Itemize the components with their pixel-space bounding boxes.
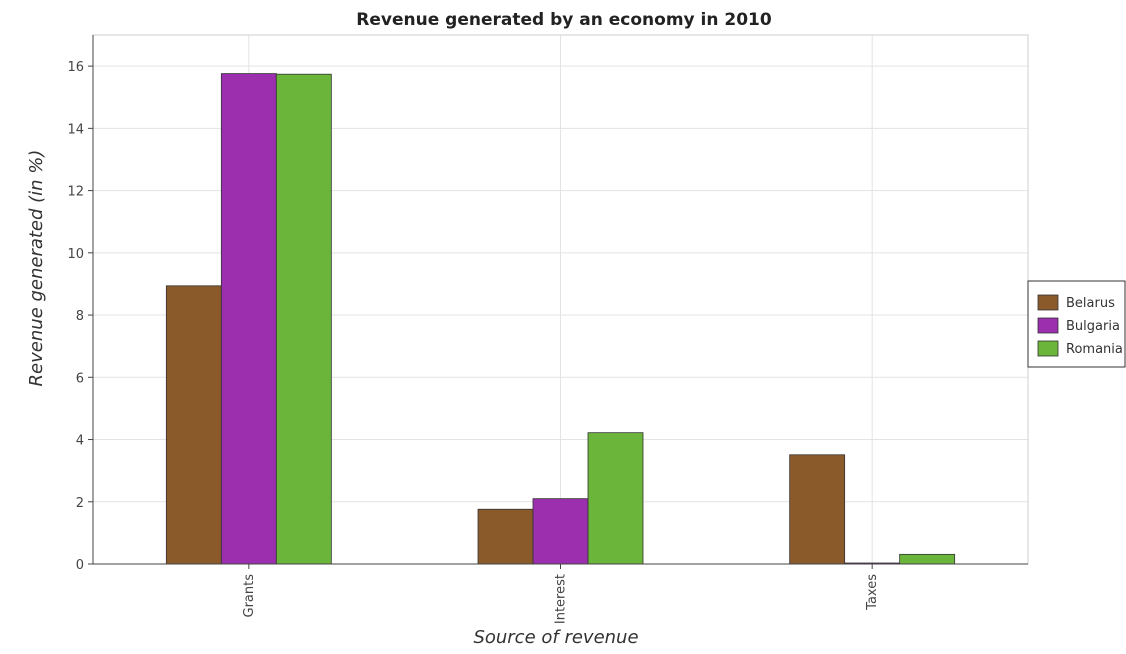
x-tick-label: Taxes (865, 574, 880, 611)
legend-swatch-belarus (1037, 294, 1059, 311)
legend-label-bulgaria: Bulgaria (1066, 319, 1120, 334)
legend-label-belarus: Belarus (1066, 296, 1115, 311)
y-tick-label: 16 (67, 60, 84, 75)
bar-romania-grants (275, 73, 332, 565)
x-tick-label: Grants (242, 574, 257, 618)
legend: Belarus Bulgaria Romania (1027, 280, 1126, 368)
chart-title: Revenue generated by an economy in 2010 (356, 10, 772, 30)
x-tick-label: Interest (554, 574, 569, 624)
x-axis-label: Source of revenue (473, 627, 638, 648)
y-tick-label: 0 (76, 558, 84, 573)
y-tick-label: 4 (76, 434, 84, 449)
y-axis-label: Revenue generated (in %) (26, 150, 47, 387)
y-tick-label: 12 (67, 185, 84, 200)
legend-label-romania: Romania (1066, 342, 1123, 357)
bar-bulgaria-interest (532, 498, 589, 565)
bar-belarus-grants (165, 285, 222, 565)
legend-swatch-bulgaria (1037, 317, 1059, 334)
y-tick-label: 8 (76, 309, 84, 324)
axes: 0 2 4 6 8 10 12 14 16 Grants Interest Taxes (67, 35, 1028, 624)
bar-romania-interest (587, 432, 644, 565)
legend-swatch-romania (1037, 340, 1059, 357)
y-tick-label: 14 (67, 122, 84, 137)
y-tick-label: 10 (67, 247, 84, 262)
bar-bulgaria-grants (220, 73, 277, 565)
y-tick-label: 2 (76, 496, 84, 511)
bar-belarus-interest (477, 508, 534, 565)
bars (165, 73, 956, 565)
bar-belarus-taxes (789, 454, 846, 565)
bar-romania-taxes (899, 553, 956, 565)
y-tick-label: 6 (76, 371, 84, 386)
